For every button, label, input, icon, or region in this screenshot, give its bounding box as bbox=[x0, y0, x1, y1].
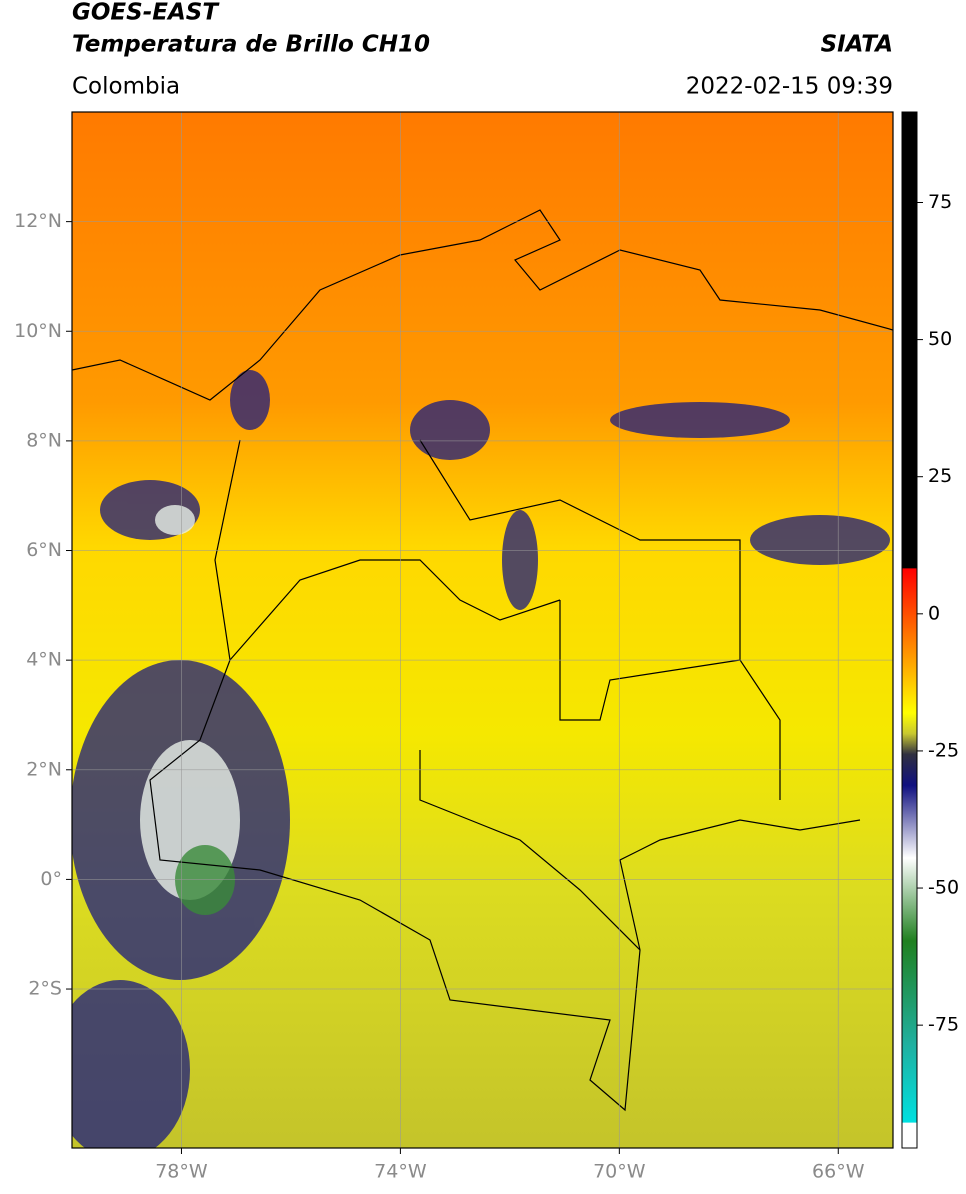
background bbox=[72, 112, 893, 1148]
region: Colombia bbox=[72, 74, 180, 100]
y-tick-label: 10°N bbox=[14, 320, 62, 342]
colorbar-tick-label: 0 bbox=[928, 602, 940, 624]
y-tick-label: 6°N bbox=[26, 539, 62, 561]
source: SIATA bbox=[821, 32, 893, 58]
colorbar-tick-label: 75 bbox=[928, 191, 952, 213]
y-tick-label: 4°N bbox=[26, 649, 62, 671]
grid bbox=[72, 112, 893, 1148]
x-tick-label: 78°W bbox=[155, 1161, 208, 1183]
y-tick-label: 2°N bbox=[26, 758, 62, 780]
x-tick-label: 70°W bbox=[593, 1161, 646, 1183]
datetime: 2022-02-15 09:39 bbox=[686, 74, 893, 100]
imagery bbox=[72, 112, 893, 1148]
y-tick-label: 12°N bbox=[14, 210, 62, 232]
y-tick-label: 0° bbox=[40, 868, 62, 890]
x-tick-label: 74°W bbox=[374, 1161, 427, 1183]
title: GOES-EAST bbox=[72, 0, 220, 26]
colorbar-tick-label: -75 bbox=[928, 1014, 959, 1036]
subtitle: Temperatura de Brillo CH10 bbox=[72, 32, 430, 58]
colorbar bbox=[901, 111, 918, 1149]
y-tick-label: 2°S bbox=[28, 978, 62, 1000]
colorbar-tick-label: -25 bbox=[928, 739, 959, 761]
y-tick-label: 8°N bbox=[26, 429, 62, 451]
colorbar-tick-label: 25 bbox=[928, 465, 952, 487]
colorbar-tick-label: -50 bbox=[928, 877, 959, 899]
borders bbox=[72, 209, 893, 1112]
colorbar-tick-label: 50 bbox=[928, 328, 952, 350]
very-cold-tops bbox=[175, 845, 235, 915]
map-frame bbox=[71, 111, 894, 1149]
x-tick-label: 66°W bbox=[812, 1161, 865, 1183]
